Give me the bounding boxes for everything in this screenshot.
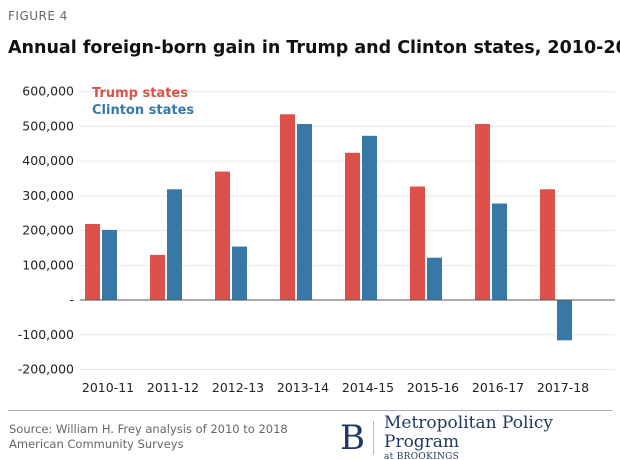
bar-clinton — [232, 246, 247, 301]
y-tick-label: 400,000 — [22, 153, 74, 168]
bar-trump — [540, 189, 555, 301]
bar-trump — [215, 171, 230, 301]
bar-clinton — [362, 135, 377, 301]
source-note: Source: William H. Frey analysis of 2010… — [9, 422, 288, 451]
bar-trump — [280, 114, 295, 301]
y-tick-label: 600,000 — [22, 84, 74, 99]
logo-letter: B — [340, 421, 374, 455]
y-tick-label: 300,000 — [22, 188, 74, 203]
bar-clinton — [297, 123, 312, 301]
x-tick-label: 2010-11 — [82, 380, 134, 395]
bar-trump — [345, 152, 360, 301]
legend-clinton: Clinton states — [92, 103, 194, 118]
logo-program: Metropolitan Policy Program — [384, 413, 553, 452]
logo-sub: at BROOKINGS — [384, 452, 460, 460]
bar-clinton — [557, 300, 572, 341]
bar-clinton — [102, 229, 117, 301]
x-tick-label: 2012-13 — [212, 380, 264, 395]
x-tick-label: 2016-17 — [472, 380, 524, 395]
bar-clinton — [427, 257, 442, 301]
y-tick-label: - — [69, 292, 74, 307]
x-tick-label: 2014-15 — [342, 380, 394, 395]
chart-title: Annual foreign-born gain in Trump and Cl… — [8, 38, 620, 58]
legend-trump: Trump states — [92, 86, 188, 101]
y-tick-label: 200,000 — [22, 223, 74, 238]
y-tick-label: -200,000 — [18, 362, 74, 377]
bar-clinton — [492, 203, 507, 301]
x-tick-label: 2015-16 — [407, 380, 459, 395]
bar-trump — [150, 254, 165, 301]
bar-clinton — [167, 189, 182, 301]
bar-trump — [475, 123, 490, 301]
x-tick-label: 2017-18 — [537, 380, 589, 395]
bar-trump — [85, 224, 100, 301]
bar-trump — [410, 186, 425, 301]
y-tick-label: 500,000 — [22, 118, 74, 133]
brookings-logo: B Metropolitan Policy Program at BROOKIN… — [340, 414, 620, 460]
y-tick-label: 100,000 — [22, 257, 74, 272]
x-tick-label: 2013-14 — [277, 380, 329, 395]
figure-label: FIGURE 4 — [8, 9, 68, 23]
footer-divider — [8, 410, 612, 411]
x-tick-label: 2011-12 — [147, 380, 199, 395]
y-tick-label: -100,000 — [18, 327, 74, 342]
